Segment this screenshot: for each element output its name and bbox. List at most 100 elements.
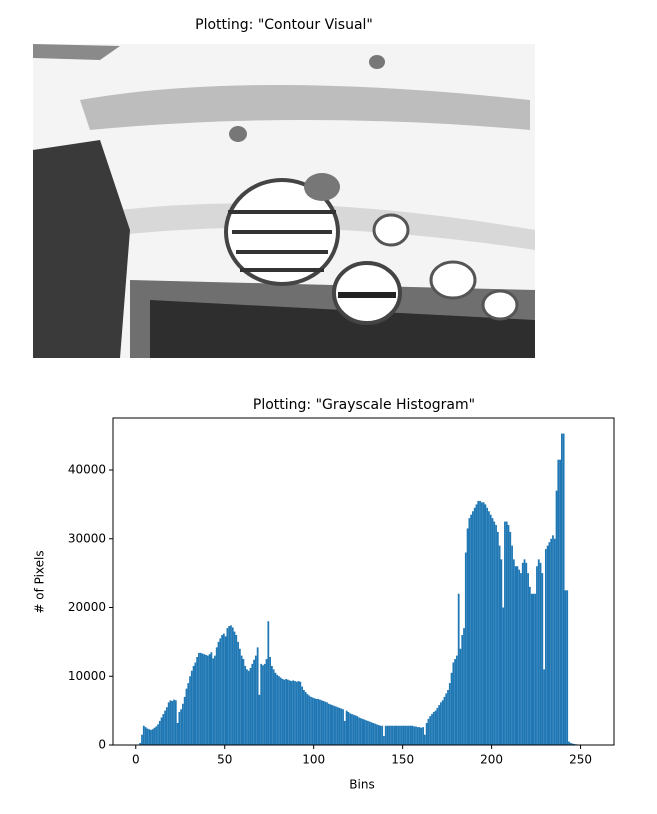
bar <box>365 720 368 745</box>
bar <box>374 723 376 745</box>
bar <box>569 742 572 745</box>
bar <box>379 725 382 745</box>
bar <box>536 566 538 745</box>
bar <box>272 669 275 745</box>
bar <box>217 641 220 745</box>
bar <box>263 663 266 745</box>
x-tick-label: 0 <box>132 753 140 767</box>
bar <box>383 736 385 745</box>
bar <box>345 710 348 745</box>
bar <box>473 507 476 745</box>
bar <box>384 725 387 745</box>
bar <box>340 708 343 745</box>
bar <box>351 714 353 745</box>
bar <box>520 573 522 745</box>
bar <box>459 648 462 745</box>
bar <box>472 511 474 745</box>
bar <box>311 697 314 745</box>
bar <box>352 714 355 745</box>
bar <box>238 648 241 745</box>
bar <box>495 525 497 745</box>
bar <box>189 676 191 745</box>
bar <box>349 713 352 745</box>
bar <box>347 712 350 745</box>
bar <box>370 722 373 745</box>
bar <box>420 727 423 745</box>
bar <box>425 723 428 745</box>
bar <box>559 459 561 745</box>
x-axis-label: Bins <box>349 778 374 792</box>
bar <box>237 641 239 745</box>
bar <box>142 725 145 745</box>
bar <box>187 683 190 745</box>
bar <box>512 559 515 745</box>
bar <box>201 653 204 745</box>
bar <box>185 688 188 745</box>
bar <box>295 681 298 745</box>
bar <box>196 657 199 745</box>
bar <box>230 625 232 745</box>
bar <box>354 715 357 745</box>
bar <box>286 679 289 745</box>
bar <box>407 725 410 745</box>
bar <box>155 726 158 745</box>
bar <box>178 712 181 745</box>
bar <box>242 659 245 745</box>
bar <box>244 665 247 745</box>
bar <box>400 725 403 745</box>
bar <box>477 500 480 745</box>
bar <box>276 674 279 745</box>
bar <box>539 562 542 745</box>
bar <box>402 725 405 745</box>
bar <box>285 679 287 745</box>
bar <box>368 721 371 745</box>
bar <box>507 525 510 745</box>
bar <box>288 680 291 745</box>
bar <box>270 665 273 745</box>
bar <box>290 681 293 745</box>
bar <box>158 720 161 745</box>
bar <box>411 725 414 745</box>
bar <box>174 700 177 745</box>
bar <box>361 718 364 745</box>
bar <box>160 717 163 745</box>
bar <box>489 514 492 745</box>
bar <box>317 698 320 745</box>
bar <box>557 459 560 745</box>
y-tick-label: 0 <box>98 738 106 752</box>
chart-title: Plotting: "Grayscale Histogram" <box>253 397 475 413</box>
bar <box>315 698 318 745</box>
bar <box>415 726 417 745</box>
bar <box>231 627 234 745</box>
bar <box>274 672 277 745</box>
bar <box>322 701 325 745</box>
bar <box>484 504 487 745</box>
bar <box>386 725 389 745</box>
bar <box>504 521 506 745</box>
bar <box>399 725 401 745</box>
bar <box>210 652 213 745</box>
bar <box>431 714 433 745</box>
bar <box>310 696 312 745</box>
bar <box>530 593 533 745</box>
bar <box>470 514 473 745</box>
bar <box>416 727 419 745</box>
bar <box>436 707 439 745</box>
bar <box>176 723 179 745</box>
bar <box>500 559 503 745</box>
bar <box>146 728 149 745</box>
bar <box>157 724 159 745</box>
bar <box>192 665 195 745</box>
bar <box>260 663 263 745</box>
x-tick-label: 150 <box>391 753 414 767</box>
bar <box>564 590 567 745</box>
bar <box>388 725 391 745</box>
bar <box>454 659 457 745</box>
bar <box>409 725 412 745</box>
bar <box>447 690 449 745</box>
bar <box>390 725 392 745</box>
bar <box>326 702 328 745</box>
bar <box>219 638 222 745</box>
bar <box>358 717 360 745</box>
bar <box>246 669 248 745</box>
